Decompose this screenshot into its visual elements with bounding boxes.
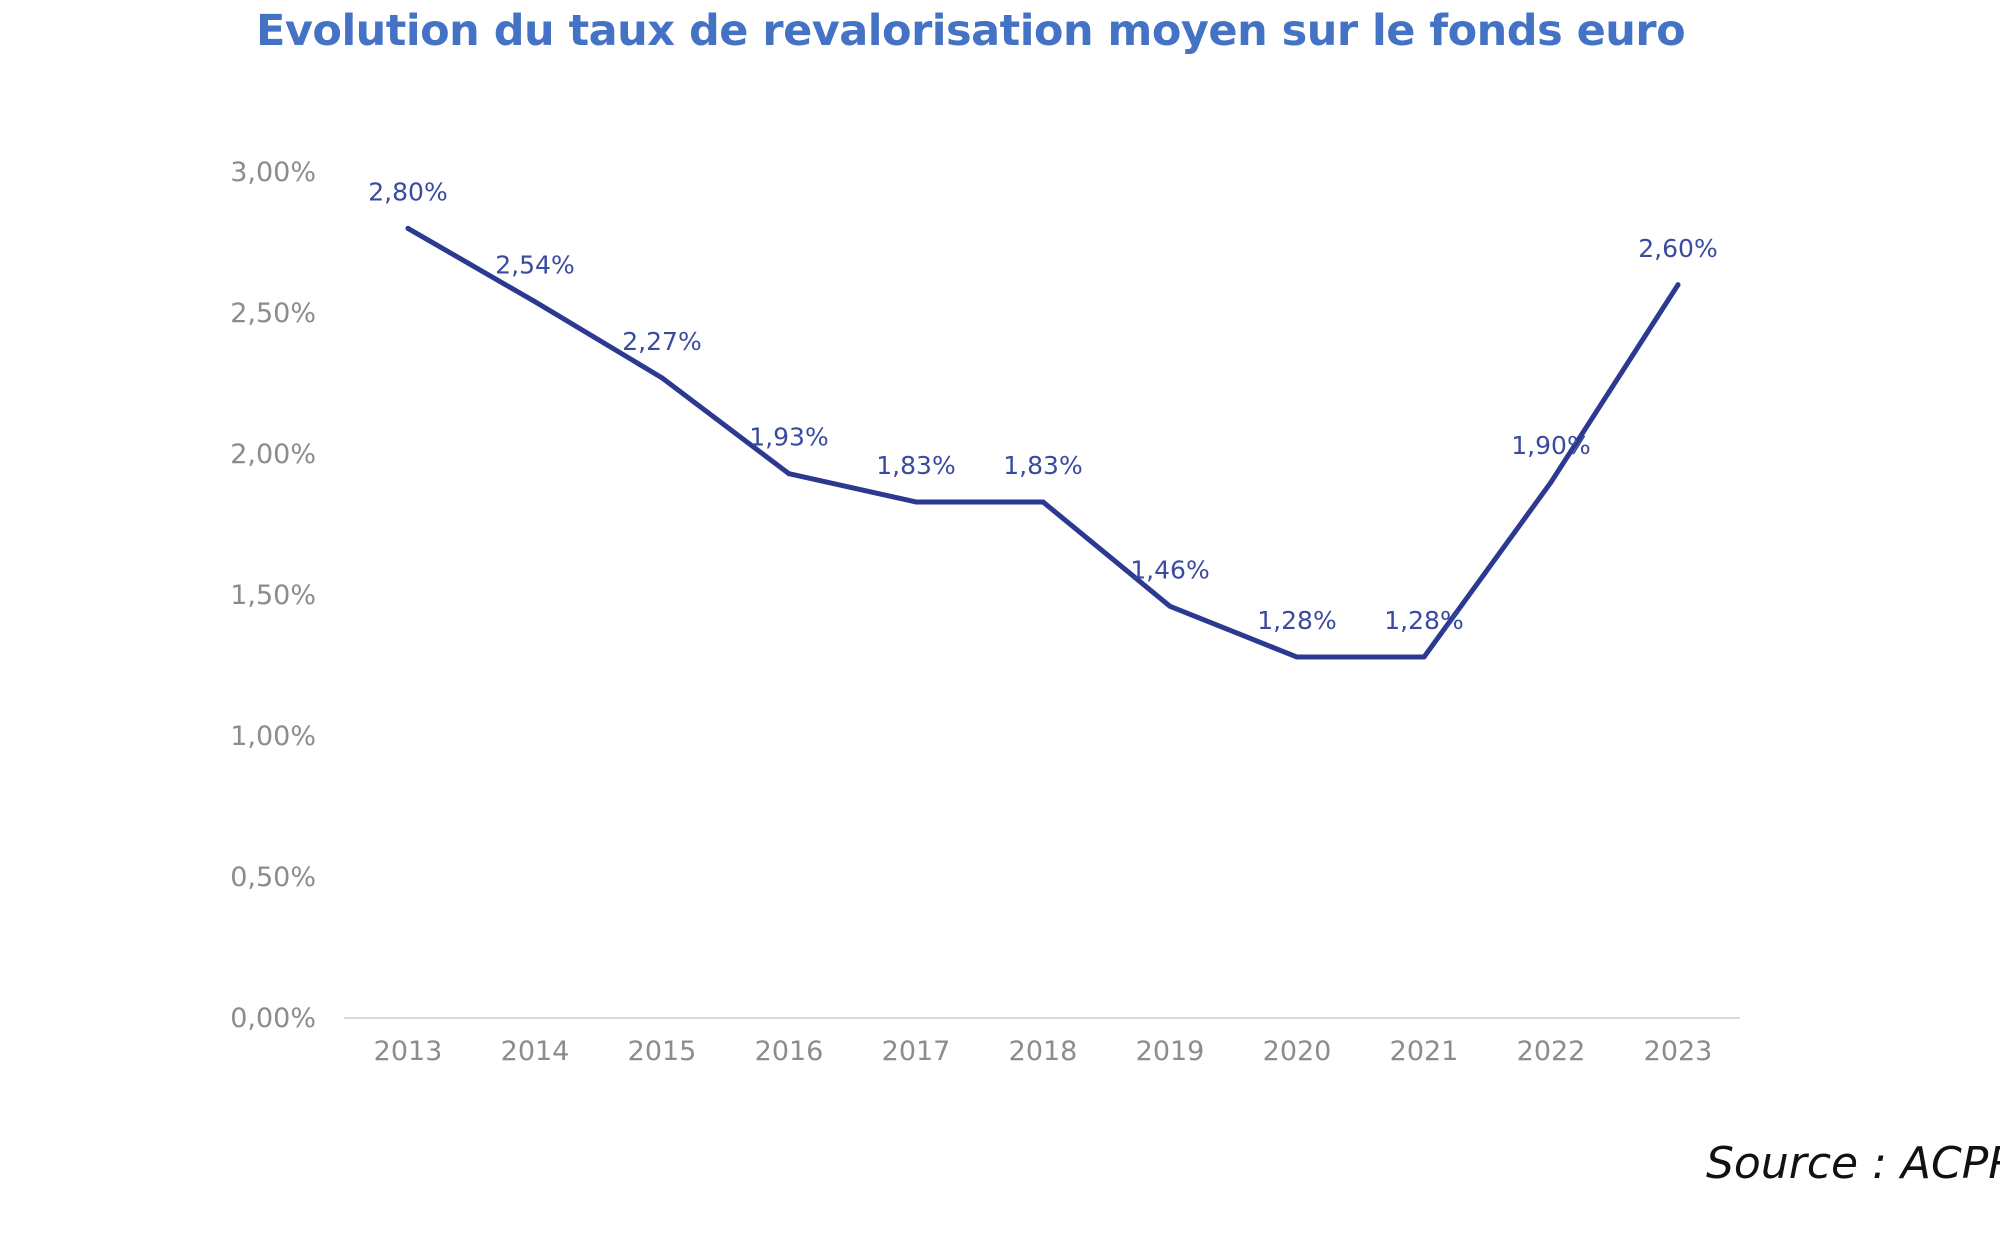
y-tick-label: 3,00% [230,157,316,188]
y-tick-label: 0,50% [230,862,316,893]
data-label: 1,83% [876,451,955,480]
y-tick-label: 0,00% [230,1003,316,1034]
y-tick-label: 2,00% [230,439,316,470]
y-tick-label: 1,50% [230,580,316,611]
data-point [1421,654,1427,660]
data-label: 1,28% [1257,606,1336,635]
chart-title: Evolution du taux de revalorisation moye… [256,6,1686,56]
data-label: 2,54% [495,251,574,280]
data-point [1294,654,1300,660]
data-label: 1,46% [1130,555,1209,584]
data-label: 1,83% [1003,451,1082,480]
series-line-group [405,225,1681,660]
x-tick-label: 2023 [1644,1036,1713,1067]
data-point [659,375,665,381]
data-label: 1,90% [1511,431,1590,460]
data-point [1675,282,1681,288]
data-label: 1,28% [1384,606,1463,635]
x-tick-label: 2020 [1263,1036,1332,1067]
x-tick-label: 2014 [501,1036,570,1067]
y-tick-label: 2,50% [230,298,316,329]
x-tick-label: 2016 [755,1036,824,1067]
data-point [1167,603,1173,609]
data-point [532,299,538,305]
data-label: 2,27% [622,327,701,356]
data-labels: 2,80% 2,54% 2,27% 1,93% 1,83% 1,83% 1,46% 1,28%… [368,177,1717,635]
series-line [405,225,1681,660]
data-label: 2,60% [1638,234,1717,263]
x-tick-label: 2015 [628,1036,697,1067]
source-note: Source : ACPR [1706,1138,2000,1189]
y-tick-label: 1,00% [230,721,316,752]
x-tick-label: 2018 [1009,1036,1078,1067]
data-point [786,471,792,477]
data-point [1548,479,1554,485]
x-tick-label: 2019 [1136,1036,1205,1067]
x-tick-label: 2013 [374,1036,443,1067]
data-point [405,225,411,231]
data-point [913,499,919,505]
x-tick-label: 2021 [1390,1036,1459,1067]
data-label: 1,93% [749,423,828,452]
data-point [1040,499,1046,505]
x-tick-label: 2022 [1517,1036,1586,1067]
y-axis: 0,00% 0,50% 1,00% 1,50% 2,00% 2,50% 3,00% [230,157,316,1034]
data-label: 2,80% [368,177,447,206]
x-axis: 2013 2014 2015 2016 2017 2018 2019 2020 2021 2022… [344,1017,1740,1067]
x-tick-label: 2017 [882,1036,951,1067]
